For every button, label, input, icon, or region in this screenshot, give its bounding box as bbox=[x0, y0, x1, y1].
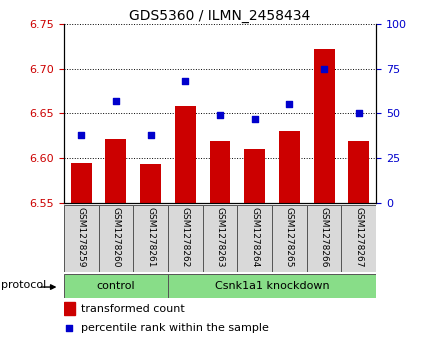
Point bbox=[356, 110, 363, 116]
Bar bbox=[64, 302, 75, 315]
Text: GSM1278262: GSM1278262 bbox=[181, 207, 190, 268]
Bar bbox=[314, 49, 334, 203]
Text: GSM1278267: GSM1278267 bbox=[354, 207, 363, 268]
Bar bbox=[64, 274, 168, 298]
Title: GDS5360 / ILMN_2458434: GDS5360 / ILMN_2458434 bbox=[129, 9, 311, 23]
Bar bbox=[307, 205, 341, 272]
Point bbox=[216, 112, 224, 118]
Bar bbox=[209, 141, 231, 203]
Text: GSM1278261: GSM1278261 bbox=[146, 207, 155, 268]
Point bbox=[286, 102, 293, 107]
Point bbox=[182, 78, 189, 84]
Text: GSM1278265: GSM1278265 bbox=[285, 207, 294, 268]
Bar bbox=[140, 164, 161, 203]
Bar bbox=[279, 131, 300, 203]
Bar bbox=[99, 205, 133, 272]
Bar bbox=[348, 141, 369, 203]
Bar bbox=[106, 139, 126, 203]
Text: GSM1278260: GSM1278260 bbox=[111, 207, 121, 268]
Bar bbox=[168, 205, 203, 272]
Bar bbox=[237, 205, 272, 272]
Bar bbox=[244, 149, 265, 203]
Point bbox=[66, 325, 73, 331]
Bar bbox=[341, 205, 376, 272]
Text: percentile rank within the sample: percentile rank within the sample bbox=[81, 323, 269, 333]
Bar bbox=[203, 205, 237, 272]
Point bbox=[321, 66, 328, 72]
Text: GSM1278264: GSM1278264 bbox=[250, 207, 259, 268]
Bar bbox=[64, 205, 99, 272]
Point bbox=[147, 132, 154, 138]
Bar bbox=[168, 274, 376, 298]
Point bbox=[77, 132, 84, 138]
Text: GSM1278266: GSM1278266 bbox=[319, 207, 329, 268]
Bar bbox=[71, 163, 92, 203]
Text: transformed count: transformed count bbox=[81, 304, 185, 314]
Bar bbox=[133, 205, 168, 272]
Bar bbox=[175, 106, 196, 203]
Text: protocol: protocol bbox=[1, 280, 47, 290]
Bar bbox=[272, 205, 307, 272]
Text: GSM1278259: GSM1278259 bbox=[77, 207, 86, 268]
Point bbox=[112, 98, 119, 104]
Text: control: control bbox=[96, 281, 135, 291]
Text: GSM1278263: GSM1278263 bbox=[216, 207, 224, 268]
Point bbox=[251, 116, 258, 122]
Text: Csnk1a1 knockdown: Csnk1a1 knockdown bbox=[215, 281, 330, 291]
